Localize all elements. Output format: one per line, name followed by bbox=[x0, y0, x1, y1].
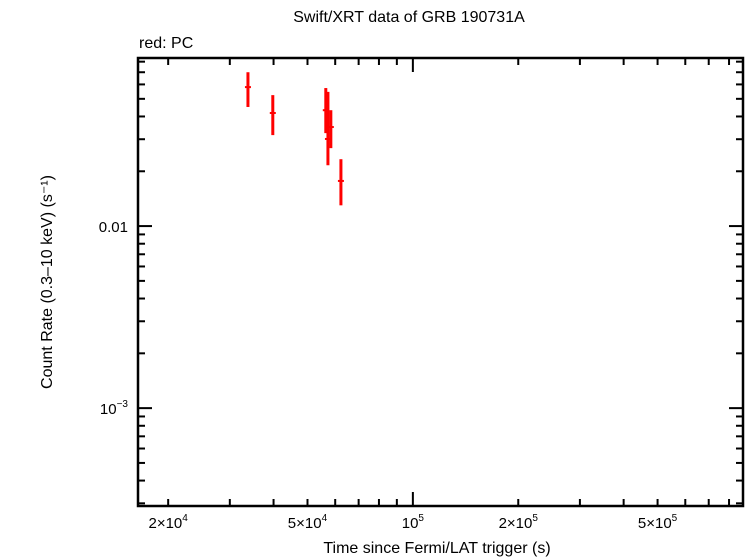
data-point bbox=[327, 110, 334, 149]
x-tick-label: 2×104 bbox=[148, 513, 188, 532]
data-point bbox=[337, 159, 344, 206]
y-tick-label: 0.01 bbox=[99, 219, 128, 236]
x-tick-label: 105 bbox=[402, 513, 425, 532]
x-tick-label: 5×105 bbox=[638, 513, 678, 532]
plot-frame bbox=[136, 56, 745, 508]
data-point bbox=[269, 95, 276, 136]
plot-axes: 2×104 5×104 105 2×105 5×105 0.01 10−3 bbox=[99, 56, 745, 532]
data-series-pc bbox=[244, 72, 344, 206]
y-axis-label: Count Rate (0.3–10 keV) (s⁻¹) bbox=[39, 175, 56, 389]
x-tick-label: 5×104 bbox=[288, 513, 328, 532]
y-tick-label: 10−3 bbox=[100, 399, 129, 418]
data-point bbox=[244, 72, 251, 107]
x-axis-label: Time since Fermi/LAT trigger (s) bbox=[323, 540, 550, 557]
x-tick-label: 2×105 bbox=[499, 513, 539, 532]
chart-title: Swift/XRT data of GRB 190731A bbox=[293, 9, 525, 26]
legend-label: red: PC bbox=[139, 35, 193, 52]
